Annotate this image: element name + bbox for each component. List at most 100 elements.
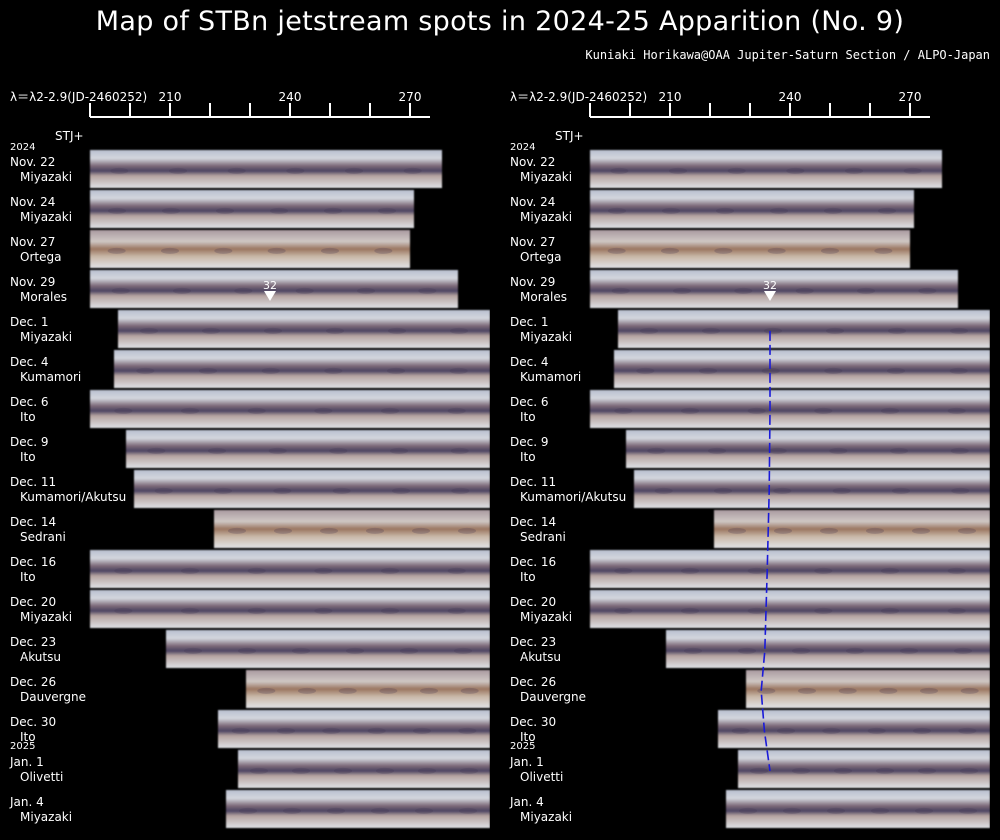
- row-date: Dec. 14: [510, 515, 556, 529]
- belt-texture: [900, 647, 918, 654]
- belt-texture: [108, 207, 126, 214]
- row-observer: Dauvergne: [520, 690, 586, 704]
- belt-texture: [708, 447, 726, 454]
- belt-texture: [959, 807, 977, 814]
- belt-texture: [238, 647, 256, 654]
- belt-texture: [716, 207, 734, 214]
- spot-marker: [764, 291, 776, 301]
- belt-texture: [147, 447, 166, 454]
- x-axis-label: λ＝λ2-2.9(JD-2460252): [510, 90, 647, 104]
- belt-texture: [184, 647, 202, 654]
- belt-texture: [332, 487, 351, 494]
- belt-texture: [747, 407, 766, 414]
- belt-texture: [702, 327, 720, 334]
- belt-texture: [951, 487, 970, 494]
- image-strip: [590, 230, 910, 268]
- image-strip: [90, 230, 410, 268]
- belt-texture: [747, 567, 766, 574]
- belt-texture: [892, 487, 910, 494]
- row-observer: Morales: [520, 290, 567, 304]
- belt-texture: [268, 447, 287, 454]
- row-date: Nov. 27: [10, 235, 55, 249]
- row-observer: Ito: [520, 450, 536, 464]
- belt-texture: [881, 567, 899, 574]
- row-labels-right: λ＝λ2-2.9(JD-2460252) 210 240 270 STJ+ 2024 Nov…: [509, 90, 921, 824]
- belt-texture: [647, 447, 666, 454]
- belt-texture: [798, 687, 816, 694]
- belt-texture: [918, 287, 937, 294]
- belt-texture: [381, 607, 399, 614]
- row-observer: Sedrani: [520, 530, 566, 544]
- image-strip: [90, 150, 442, 188]
- image-strip: [634, 470, 990, 508]
- belt-texture: [824, 207, 842, 214]
- belt-texture: [320, 527, 338, 534]
- belt-texture: [846, 647, 864, 654]
- belt-texture: [346, 647, 364, 654]
- belt-texture: [792, 767, 810, 774]
- belt-texture: [418, 767, 436, 774]
- row-observer: Ito: [520, 410, 536, 424]
- belt-texture: [173, 287, 191, 294]
- belt-texture: [662, 207, 680, 214]
- belt-texture: [728, 527, 746, 534]
- belt-texture: [326, 327, 344, 334]
- row-date: Dec. 4: [10, 355, 48, 369]
- image-strip: [738, 750, 990, 788]
- belt-texture: [181, 407, 199, 414]
- x-tick-label: 240: [279, 90, 302, 104]
- belt-texture: [734, 287, 753, 294]
- belt-texture: [822, 727, 841, 734]
- row-observer: Akutsu: [20, 650, 61, 664]
- belt-texture: [867, 727, 886, 734]
- row-year: 2025: [10, 741, 35, 752]
- belt-texture: [250, 767, 268, 774]
- row-observer: Miyazaki: [520, 610, 572, 624]
- row-date: Dec. 6: [510, 395, 548, 409]
- belt-texture: [295, 287, 314, 294]
- belt-texture: [866, 527, 884, 534]
- belt-texture: [420, 687, 438, 694]
- row-observer: Kumamori/Akutsu: [520, 490, 626, 504]
- row-date: Dec. 20: [10, 595, 56, 609]
- belt-texture: [838, 687, 857, 694]
- belt-texture: [247, 607, 266, 614]
- row-observer: Miyazaki: [520, 210, 572, 224]
- belt-texture: [403, 167, 422, 174]
- belt-texture: [267, 247, 286, 254]
- belt-texture: [834, 767, 852, 774]
- image-strip: [218, 710, 490, 748]
- x-tick-label: 210: [659, 90, 682, 104]
- belt-texture: [400, 647, 418, 654]
- belt-texture: [314, 607, 333, 614]
- belt-texture: [415, 807, 433, 814]
- belt-texture: [783, 807, 801, 814]
- belt-texture: [450, 447, 469, 454]
- belt-texture: [610, 167, 629, 174]
- belt-texture: [845, 167, 863, 174]
- image-strip: [666, 630, 990, 668]
- belt-texture: [947, 567, 966, 574]
- image-strip: [618, 310, 990, 348]
- belt-texture: [827, 807, 845, 814]
- belt-texture: [820, 527, 838, 534]
- belt-texture: [114, 407, 133, 414]
- belt-texture: [727, 167, 746, 174]
- belt-texture: [324, 207, 342, 214]
- belt-texture: [388, 327, 406, 334]
- belt-texture: [162, 207, 180, 214]
- belt-texture: [958, 527, 976, 534]
- x-tick-label: 270: [899, 90, 922, 104]
- belt-texture: [257, 687, 276, 694]
- belt-texture: [381, 407, 399, 414]
- belt-texture: [821, 247, 839, 254]
- belt-texture: [357, 287, 375, 294]
- image-strip: [590, 390, 990, 428]
- belt-texture: [451, 487, 470, 494]
- belt-texture: [814, 607, 833, 614]
- row-observer: Miyazaki: [520, 330, 572, 344]
- belt-texture: [950, 447, 969, 454]
- image-strip: [746, 670, 990, 708]
- belt-texture: [454, 647, 472, 654]
